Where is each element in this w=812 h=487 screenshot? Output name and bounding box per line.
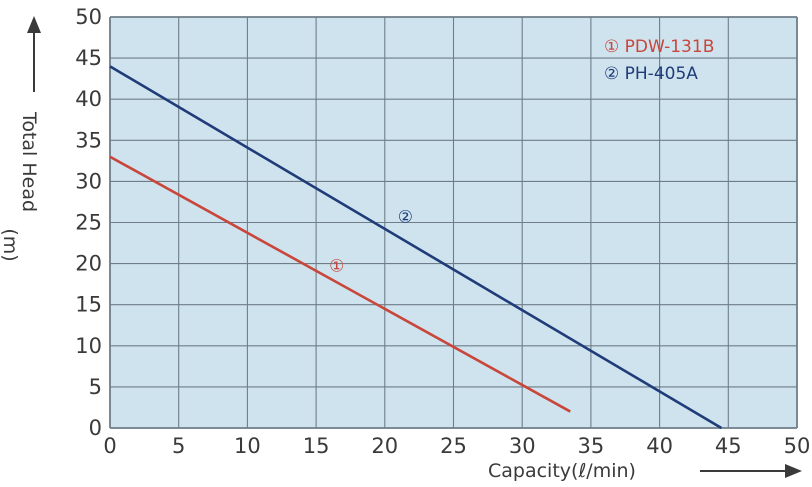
y-tick-label: 10 bbox=[75, 334, 102, 358]
legend-item-1: ① PDW-131B bbox=[604, 37, 714, 57]
y-axis-label-group: Total Head (m) bbox=[0, 16, 41, 262]
y-tick-label: 45 bbox=[75, 46, 102, 70]
series-marker-1: ① bbox=[329, 257, 344, 277]
y-axis-arrow-head bbox=[27, 16, 41, 33]
x-tick-label: 30 bbox=[509, 434, 536, 458]
series-lines bbox=[109, 65, 723, 430]
y-tick-label: 40 bbox=[75, 87, 102, 111]
y-tick-label: 0 bbox=[89, 416, 102, 440]
legend: ① PDW-131B ② PH-405A bbox=[604, 37, 714, 84]
y-tick-label: 5 bbox=[89, 375, 102, 399]
x-axis-label-group: Capacity(ℓ/min) bbox=[488, 460, 802, 482]
x-tick-label: 45 bbox=[715, 434, 742, 458]
y-tick-label: 30 bbox=[75, 169, 102, 193]
x-tick-label: 40 bbox=[646, 434, 673, 458]
y-tick-label: 20 bbox=[75, 252, 102, 276]
x-tick-label: 20 bbox=[371, 434, 398, 458]
x-tick-label: 15 bbox=[303, 434, 330, 458]
x-axis-arrow-head bbox=[785, 464, 802, 478]
x-tick-label: 25 bbox=[440, 434, 467, 458]
x-tick-label: 5 bbox=[172, 434, 185, 458]
series-line-2 bbox=[109, 65, 723, 430]
x-tick-label: 50 bbox=[784, 434, 811, 458]
y-tick-label: 50 bbox=[75, 5, 102, 29]
y-tick-label: 35 bbox=[75, 128, 102, 152]
x-axis-label: Capacity(ℓ/min) bbox=[488, 460, 636, 482]
x-tick-labels: 0 5 10 15 20 25 30 35 40 45 50 bbox=[103, 434, 810, 458]
y-axis-unit: (m) bbox=[0, 228, 21, 261]
y-tick-labels: 0 5 10 15 20 25 30 35 40 45 50 bbox=[75, 5, 102, 440]
legend-item-2: ② PH-405A bbox=[604, 64, 698, 84]
y-axis-label: Total Head bbox=[18, 111, 40, 212]
x-tick-label: 10 bbox=[234, 434, 261, 458]
series-marker-2: ② bbox=[398, 207, 413, 227]
series-markers: ①② bbox=[329, 207, 413, 276]
x-tick-label: 0 bbox=[103, 434, 116, 458]
y-tick-label: 15 bbox=[75, 293, 102, 317]
grid bbox=[109, 16, 798, 429]
x-tick-label: 35 bbox=[578, 434, 605, 458]
series-line-1 bbox=[109, 155, 571, 413]
y-tick-label: 25 bbox=[75, 211, 102, 235]
